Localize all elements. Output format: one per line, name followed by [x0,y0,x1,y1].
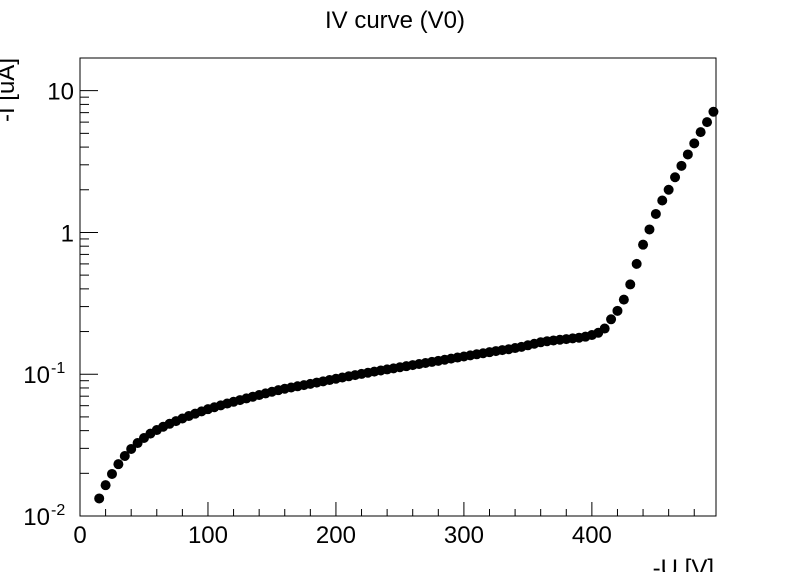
data-point [695,127,706,138]
y-tick-label: 1 [61,220,74,247]
x-axis-label: -U [V] [653,555,714,572]
data-point [689,138,700,149]
data-point [599,323,610,334]
data-point [657,195,668,206]
data-point [606,314,617,325]
x-tick-label: 300 [444,522,484,549]
data-point [702,117,713,128]
data-point [650,208,661,219]
data-point [682,149,693,160]
y-tick-exponent: -2 [51,502,65,519]
data-points [94,106,719,504]
y-axis-label: -I [uA] [0,58,20,122]
data-point [106,468,117,479]
x-tick-label: 200 [316,522,356,549]
data-point [670,172,681,183]
data-point [644,224,655,235]
data-point [708,106,719,117]
plot-frame [79,57,717,517]
y-tick-label: 10 [23,362,50,389]
x-tick-label: 100 [188,522,228,549]
data-point [113,459,124,470]
x-tick-label: 400 [572,522,612,549]
x-tick-label: 0 [73,522,86,549]
axis-ticks [79,90,695,517]
y-tick-exponent: -1 [51,360,65,377]
data-point [126,443,137,454]
data-point [631,258,642,269]
data-point [618,294,629,305]
data-point [94,493,105,504]
y-tick-label: 10 [23,504,50,531]
y-tick-label: 10 [47,79,74,106]
data-point [663,184,674,195]
data-point [100,480,111,491]
data-point [676,160,687,171]
chart-title: IV curve (V0) [325,7,465,34]
data-point [119,450,130,461]
data-point [612,305,623,316]
data-point [638,239,649,250]
data-point [625,279,636,290]
